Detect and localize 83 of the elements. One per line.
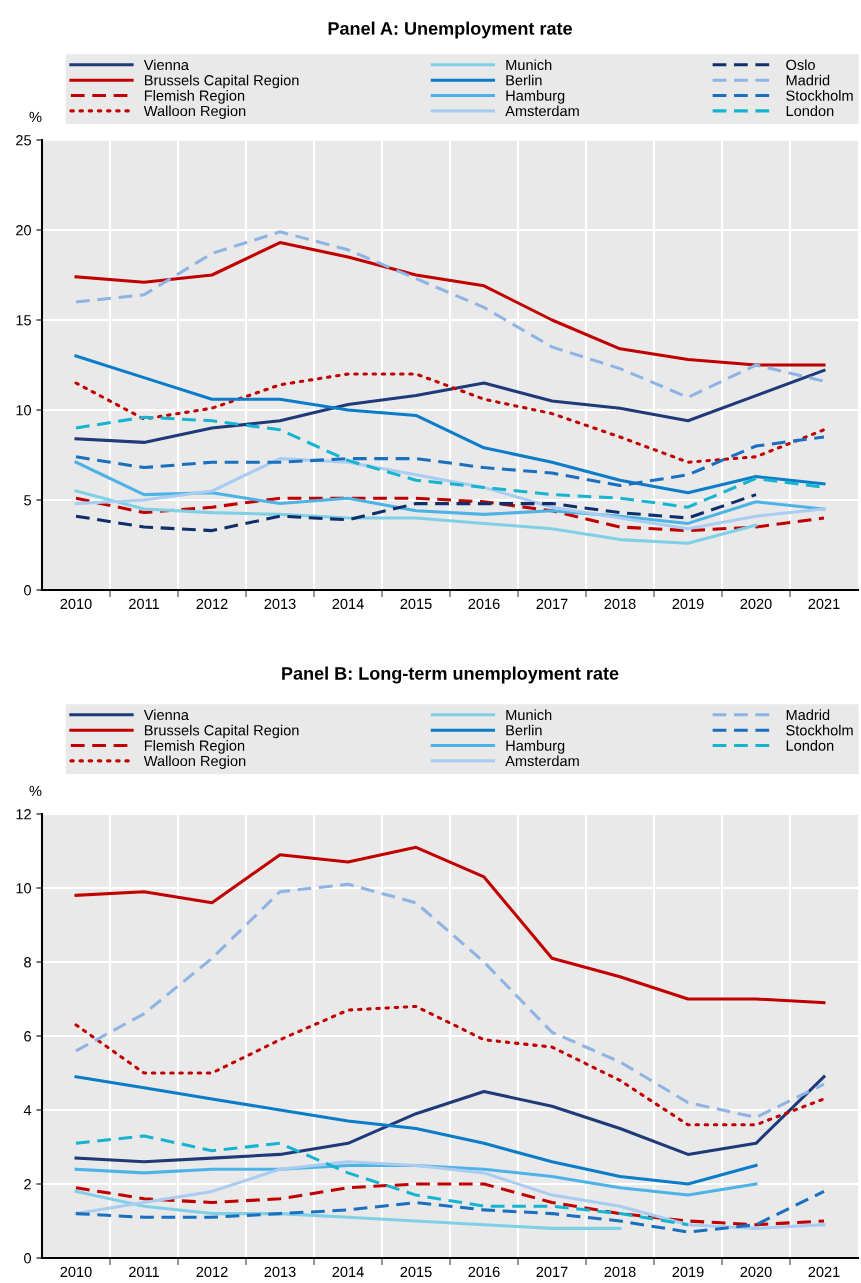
x-tick-label: 2014 bbox=[332, 598, 364, 610]
legend-label: Walloon Region bbox=[143, 755, 246, 769]
x-tick-label: 2021 bbox=[808, 1266, 840, 1278]
y-tick-label: 25 bbox=[16, 135, 31, 146]
y-axis-title: % bbox=[29, 785, 42, 797]
x-tick-label: 2017 bbox=[536, 1266, 568, 1278]
line-series bbox=[74, 230, 826, 399]
line-series bbox=[74, 1075, 826, 1164]
x-tick-label: 2015 bbox=[400, 598, 432, 610]
legend-label: Flemish Region bbox=[144, 90, 245, 104]
legend-label: Amsterdam bbox=[505, 105, 579, 117]
x-tick-label: 2010 bbox=[60, 1266, 92, 1278]
line-series bbox=[74, 1189, 826, 1234]
line-series bbox=[74, 1075, 758, 1186]
legend-label: Brussels Capital Region bbox=[144, 724, 299, 739]
legend-label: Munich bbox=[506, 709, 552, 721]
line-series bbox=[74, 368, 826, 444]
x-tick-label: 2018 bbox=[604, 598, 636, 610]
line-series bbox=[74, 1160, 826, 1230]
x-tick-label: 2012 bbox=[196, 598, 228, 610]
y-tick-label: 12 bbox=[16, 809, 31, 820]
x-tick-label: 2019 bbox=[672, 1266, 704, 1278]
x-tick-label: 2016 bbox=[468, 1266, 500, 1278]
legend-label: Berlin bbox=[506, 74, 542, 86]
line-series bbox=[74, 241, 826, 367]
legend-label: Hamburg bbox=[506, 740, 565, 754]
x-tick-label: 2021 bbox=[808, 598, 840, 610]
legend-label: Stockholm bbox=[786, 724, 853, 736]
legend-label: Amsterdam bbox=[505, 755, 579, 767]
x-tick-label: 2020 bbox=[740, 598, 772, 610]
y-tick-label: 8 bbox=[24, 957, 31, 968]
y-tick-label: 2 bbox=[24, 1179, 31, 1190]
y-tick-label: 10 bbox=[16, 405, 32, 416]
x-tick-label: 2011 bbox=[129, 598, 159, 610]
legend-label: London bbox=[786, 740, 834, 751]
chart-title: Panel B: Long-term unemployment rate bbox=[282, 666, 619, 684]
line-series bbox=[74, 1004, 826, 1127]
legend-label: Flemish Region bbox=[144, 740, 245, 754]
x-tick-label: 2016 bbox=[468, 598, 500, 610]
x-tick-label: 2018 bbox=[604, 1266, 636, 1278]
legend-label: Hamburg bbox=[506, 90, 565, 104]
line-series bbox=[74, 354, 826, 495]
y-tick-label: 0 bbox=[24, 585, 32, 596]
chart-title: Panel A: Unemployment rate bbox=[328, 21, 572, 39]
legend-label: Stockholm bbox=[786, 90, 853, 101]
line-series bbox=[74, 435, 826, 488]
line-series bbox=[74, 882, 826, 1119]
line-series bbox=[74, 496, 826, 533]
legend-label: Berlin bbox=[506, 724, 542, 736]
line-series bbox=[74, 372, 826, 464]
legend-label: Oslo bbox=[786, 59, 815, 71]
y-axis-title: % bbox=[29, 111, 42, 123]
x-tick-label: 2015 bbox=[400, 1266, 432, 1278]
y-tick-label: 20 bbox=[16, 225, 32, 236]
x-tick-label: 2011 bbox=[129, 1266, 159, 1278]
legend-label: Vienna bbox=[143, 59, 189, 71]
y-tick-label: 15 bbox=[16, 315, 31, 326]
legend-label: Munich bbox=[506, 59, 552, 71]
x-tick-label: 2012 bbox=[196, 1266, 228, 1278]
line-series bbox=[74, 845, 826, 1005]
line-series bbox=[74, 1182, 826, 1227]
line-series bbox=[74, 493, 758, 533]
x-tick-label: 2010 bbox=[60, 598, 92, 610]
legend-label: Vienna bbox=[143, 709, 189, 721]
line-series bbox=[74, 489, 758, 545]
y-tick-label: 6 bbox=[24, 1031, 31, 1042]
line-series bbox=[74, 1189, 622, 1230]
x-tick-label: 2013 bbox=[264, 598, 296, 610]
x-tick-label: 2019 bbox=[672, 598, 704, 610]
x-tick-label: 2013 bbox=[264, 1266, 296, 1278]
line-series bbox=[74, 1134, 690, 1227]
legend-label: Walloon Region bbox=[143, 105, 246, 119]
y-tick-label: 10 bbox=[16, 883, 32, 894]
y-tick-label: 0 bbox=[24, 1253, 32, 1264]
legend-label: Madrid bbox=[786, 709, 830, 721]
x-tick-label: 2014 bbox=[332, 1266, 364, 1278]
x-tick-label: 2017 bbox=[536, 598, 568, 610]
y-tick-label: 5 bbox=[24, 495, 31, 506]
x-tick-label: 2020 bbox=[740, 1266, 772, 1278]
legend-label: Brussels Capital Region bbox=[144, 74, 299, 89]
legend-label: Madrid bbox=[786, 74, 830, 86]
legend-label: London bbox=[786, 105, 834, 117]
y-tick-label: 4 bbox=[23, 1105, 32, 1116]
